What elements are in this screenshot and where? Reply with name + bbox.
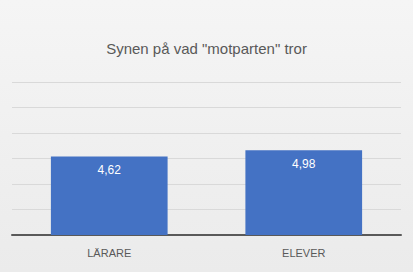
svg-text:4,62: 4,62 [98,163,122,177]
svg-text:4,98: 4,98 [292,157,316,171]
svg-text:LÄRARE: LÄRARE [87,247,131,259]
svg-text:ELEVER: ELEVER [282,247,325,259]
svg-text:Synen på vad "motparten" tror: Synen på vad "motparten" tror [106,40,307,57]
